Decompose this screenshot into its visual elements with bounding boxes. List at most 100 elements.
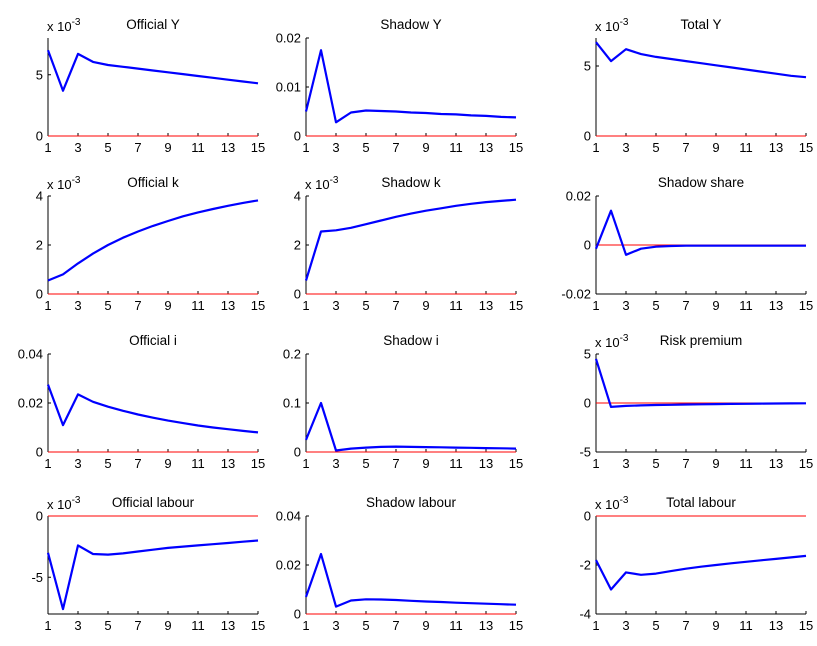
x-tick-label: 5 bbox=[652, 618, 659, 633]
x-tick-label: 7 bbox=[134, 298, 141, 313]
x-tick-label: 15 bbox=[799, 618, 813, 633]
x-tick-label: 15 bbox=[509, 456, 523, 471]
x-tick-label: 7 bbox=[392, 298, 399, 313]
x-tick-label: 11 bbox=[449, 140, 463, 155]
x-tick-label: 15 bbox=[799, 298, 813, 313]
x-tick-label: 13 bbox=[221, 140, 235, 155]
chart-title: Total labour bbox=[666, 495, 736, 510]
x-tick-label: 1 bbox=[44, 298, 51, 313]
x-tick-label: 13 bbox=[769, 618, 783, 633]
x-tick-label: 7 bbox=[682, 456, 689, 471]
x-tick-label: 9 bbox=[164, 140, 171, 155]
chart-title: Shadow k bbox=[381, 175, 441, 190]
x-tick-label: 5 bbox=[362, 618, 369, 633]
x-tick-label: 13 bbox=[221, 298, 235, 313]
x-tick-label: 7 bbox=[392, 140, 399, 155]
x-tick-label: 1 bbox=[302, 618, 309, 633]
x-tick-label: 5 bbox=[104, 298, 111, 313]
y-tick-label: 0.1 bbox=[283, 396, 301, 411]
y-tick-label: 4 bbox=[36, 189, 43, 204]
series-line bbox=[595, 41, 807, 79]
x-tick-label: 7 bbox=[682, 618, 689, 633]
x-tick-label: 5 bbox=[362, 456, 369, 471]
x-tick-label: 3 bbox=[332, 140, 339, 155]
x-tick-label: 7 bbox=[134, 456, 141, 471]
x-tick-label: 15 bbox=[251, 140, 265, 155]
x-tick-label: 7 bbox=[392, 618, 399, 633]
x-tick-label: 11 bbox=[449, 456, 463, 471]
x-tick-label: 11 bbox=[739, 618, 753, 633]
y-tick-label: 5 bbox=[36, 67, 43, 82]
x-tick-label: 11 bbox=[449, 298, 463, 313]
x-tick-label: 13 bbox=[479, 456, 493, 471]
series-line bbox=[594, 209, 806, 256]
axis-exponent-label: x 10-3 bbox=[595, 495, 629, 512]
chart-panel: 1 3 5 7 9 11 13 15-50x 10-3 Official labour bbox=[31, 495, 265, 633]
y-tick-label: -5 bbox=[579, 445, 591, 460]
y-tick-label: 4 bbox=[294, 189, 301, 204]
axis-exponent-label: x 10-3 bbox=[305, 175, 339, 192]
x-tick-label: 5 bbox=[104, 618, 111, 633]
x-tick-label: 11 bbox=[191, 456, 205, 471]
series-line bbox=[47, 199, 259, 282]
y-tick-label: 0.02 bbox=[276, 31, 301, 46]
y-tick-label: 5 bbox=[584, 59, 591, 74]
x-tick-label: 15 bbox=[509, 618, 523, 633]
x-tick-label: 15 bbox=[251, 618, 265, 633]
chart-title: Official labour bbox=[112, 495, 195, 510]
x-tick-label: 13 bbox=[479, 618, 493, 633]
x-tick-label: 1 bbox=[44, 618, 51, 633]
x-tick-label: 5 bbox=[104, 140, 111, 155]
series-line bbox=[304, 49, 517, 124]
series-line bbox=[304, 552, 517, 608]
y-tick-label: 0.04 bbox=[18, 347, 43, 362]
axis-exponent-label: x 10-3 bbox=[595, 333, 629, 350]
x-tick-label: 11 bbox=[449, 618, 463, 633]
x-tick-label: 1 bbox=[592, 618, 599, 633]
x-tick-label: 15 bbox=[799, 140, 813, 155]
y-tick-label: -5 bbox=[31, 570, 43, 585]
x-tick-label: 5 bbox=[652, 456, 659, 471]
x-tick-label: 13 bbox=[221, 618, 235, 633]
series-line bbox=[46, 49, 259, 92]
x-tick-label: 9 bbox=[422, 140, 429, 155]
series-line bbox=[304, 401, 517, 452]
chart-title: Risk premium bbox=[660, 333, 743, 348]
x-tick-label: 5 bbox=[652, 140, 659, 155]
x-tick-label: 1 bbox=[302, 140, 309, 155]
chart-title: Shadow labour bbox=[366, 495, 457, 510]
y-tick-label: 0 bbox=[294, 607, 301, 622]
x-tick-label: 11 bbox=[191, 618, 205, 633]
x-tick-label: 3 bbox=[622, 298, 629, 313]
y-tick-label: 0 bbox=[36, 287, 43, 302]
x-tick-label: 1 bbox=[44, 456, 51, 471]
x-tick-label: 9 bbox=[422, 618, 429, 633]
x-tick-label: 15 bbox=[799, 456, 813, 471]
x-tick-label: 1 bbox=[44, 140, 51, 155]
x-tick-label: 7 bbox=[134, 140, 141, 155]
x-tick-label: 5 bbox=[104, 456, 111, 471]
x-tick-label: 13 bbox=[769, 298, 783, 313]
x-tick-label: 9 bbox=[712, 298, 719, 313]
x-tick-label: 9 bbox=[164, 456, 171, 471]
x-tick-label: 3 bbox=[332, 298, 339, 313]
x-tick-label: 3 bbox=[74, 298, 81, 313]
y-tick-label: -4 bbox=[579, 607, 591, 622]
x-tick-label: 13 bbox=[769, 456, 783, 471]
x-tick-label: 1 bbox=[592, 298, 599, 313]
x-tick-label: 3 bbox=[622, 618, 629, 633]
y-tick-label: 0 bbox=[584, 396, 591, 411]
x-tick-label: 7 bbox=[682, 140, 689, 155]
x-tick-label: 11 bbox=[739, 140, 753, 155]
x-tick-label: 11 bbox=[191, 298, 205, 313]
series-line bbox=[595, 554, 807, 591]
y-tick-label: 2 bbox=[36, 238, 43, 253]
axis-exponent-label: x 10-3 bbox=[47, 175, 81, 192]
y-tick-label: -0.02 bbox=[561, 287, 591, 302]
